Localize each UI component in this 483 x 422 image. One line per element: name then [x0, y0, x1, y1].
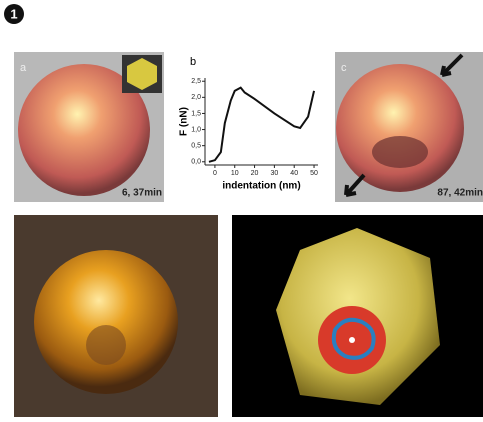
x-axis-label: indentation (nm)	[222, 181, 300, 192]
force-curve	[209, 88, 314, 162]
y-tick-label: 0,5	[191, 143, 201, 150]
x-tick-label: 40	[290, 170, 298, 177]
x-tick-label: 30	[270, 170, 278, 177]
capsid-image	[336, 64, 464, 192]
y-tick-label: 1,5	[191, 110, 201, 117]
x-tick-label: 20	[251, 170, 259, 177]
panel-label: a	[20, 62, 27, 74]
center	[349, 337, 355, 343]
x-tick-label: 10	[231, 170, 239, 177]
y-axis-label: F (nN)	[179, 107, 190, 136]
y-tick-label: 0,0	[191, 159, 201, 166]
x-tick-label: 50	[310, 170, 318, 177]
chart: b 0,0 0,5 1,0 1,5 2,0 2,5 0 10 20 30 40 50 indentatio…	[179, 56, 318, 192]
y-tick-label: 2,5	[191, 78, 201, 85]
page: {"badge": "1", "panels": { "a": {"label"…	[0, 0, 483, 417]
hole	[86, 325, 126, 365]
badge: 1	[10, 6, 17, 21]
y-tick-label: 1,0	[191, 126, 201, 133]
y-tick-label: 2,0	[191, 94, 201, 101]
x-tick-label: 0	[213, 170, 217, 177]
caption: 87, 42min	[437, 188, 483, 199]
panel-label: c	[341, 62, 347, 74]
figure: 1 a 6, 37min c 87, 42min b 0,0 0,5 1,0 1,5 2,…	[0, 0, 483, 417]
capsid-image	[34, 250, 178, 394]
caption: 6, 37min	[122, 188, 162, 199]
panel-label: b	[190, 56, 196, 68]
hole	[372, 136, 428, 168]
